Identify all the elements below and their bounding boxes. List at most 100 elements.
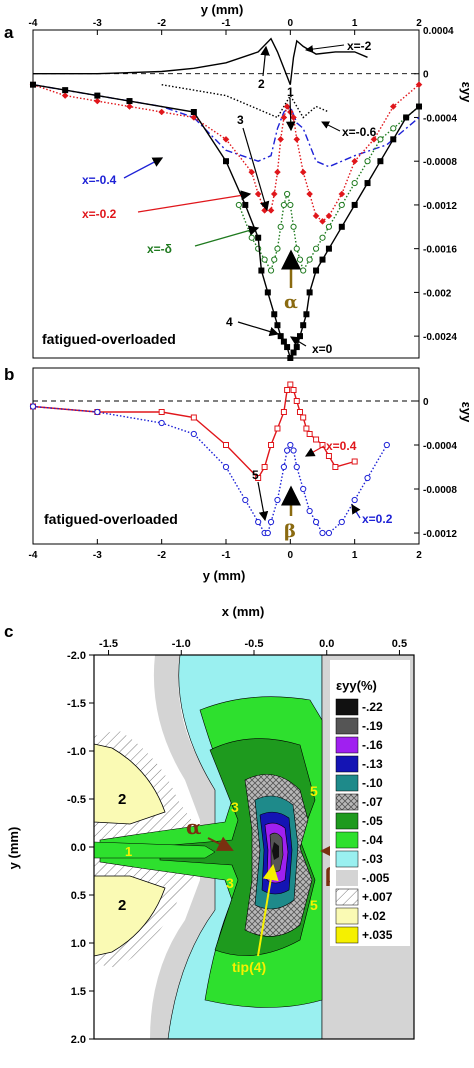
label-x-minus-0.2: x=-0.2: [82, 207, 117, 221]
panel-b-letter: b: [4, 365, 14, 384]
data-point: [248, 234, 255, 241]
data-point: [126, 98, 133, 105]
legend-swatch: [336, 870, 358, 886]
data-point: [293, 344, 300, 351]
data-point: [293, 463, 300, 471]
data-point: [222, 463, 230, 471]
legend-swatch: [335, 888, 359, 906]
data-point: [299, 168, 307, 176]
data-point: [280, 409, 287, 415]
data-point: [338, 201, 345, 209]
data-point: [306, 507, 313, 515]
pointer-arrow-1: [285, 97, 296, 132]
y-tick-label: -1.5: [67, 698, 86, 710]
series-line-1: [161, 84, 330, 119]
data-point: [61, 92, 69, 99]
label-x-minus-0.6: x=-0.6: [342, 125, 377, 139]
data-point: [267, 518, 275, 526]
panel-b-ylabel: εyy: [459, 402, 474, 423]
panel-a-letter: a: [4, 23, 14, 42]
pointer-label-5: 5: [252, 468, 259, 482]
data-point: [313, 267, 320, 274]
data-point: [403, 114, 410, 121]
data-point: [351, 496, 358, 504]
data-point: [313, 436, 320, 443]
pointer-label-3: 3: [237, 113, 244, 127]
y-tick-label: 0.0: [71, 842, 86, 854]
data-point: [274, 322, 281, 329]
x-tick-label: -3: [93, 550, 102, 561]
tip-label: tip(4): [232, 959, 266, 975]
data-point: [390, 136, 397, 143]
y-tick-label: -0.0024: [423, 332, 457, 343]
data-point: [312, 212, 320, 220]
data-point: [325, 453, 332, 459]
x-tick-label: 2: [416, 550, 422, 561]
y-tick-label: -0.0004: [423, 113, 457, 124]
data-point: [377, 136, 384, 143]
x-tick-label: -4: [29, 550, 38, 561]
legend-label: -.13: [362, 757, 383, 771]
contour-black-tip: [272, 842, 279, 860]
legend-swatch: [335, 831, 359, 849]
pointer-arrow-4: [237, 321, 280, 337]
y-tick-label: 0.5: [71, 890, 86, 902]
pointer-arrow-5: [257, 481, 269, 522]
panel-c-chart: x (mm) y (mm) -1.5 -1.0 -0.5 0.0 0.5 -2.0-1.: [6, 604, 415, 1046]
data-point: [190, 430, 197, 438]
data-point: [270, 190, 278, 198]
data-point: [284, 344, 291, 351]
x-tick-label: -0.5: [245, 638, 264, 650]
label-x-0: x=0: [312, 342, 333, 356]
data-point: [277, 223, 284, 230]
region-label-1: 1: [125, 844, 132, 859]
data-point: [306, 190, 313, 198]
data-point: [303, 425, 310, 432]
x-tick-label: 1: [352, 550, 358, 561]
data-point: [280, 114, 288, 121]
data-point: [303, 311, 310, 318]
y-tick-label: 0.0004: [423, 26, 454, 37]
label-x-0.2: x=0.2: [362, 512, 393, 526]
data-point: [319, 529, 326, 537]
data-point: [277, 135, 285, 143]
data-point: [274, 425, 281, 432]
legend-swatch: [335, 755, 359, 773]
data-point: [319, 234, 326, 241]
legend-swatch: [335, 717, 359, 735]
legend-swatch: [335, 793, 359, 811]
data-point: [30, 81, 36, 88]
series-line-3: [32, 84, 420, 223]
data-point: [306, 431, 313, 437]
region-label-5-lower: 5: [310, 897, 318, 913]
y-tick-label: -0.002: [423, 288, 452, 299]
data-point: [364, 180, 371, 187]
data-point: [351, 458, 358, 465]
data-point: [389, 103, 397, 110]
legend-swatch: [335, 926, 359, 944]
x-tick-label: 0: [288, 18, 294, 29]
data-point: [29, 403, 37, 410]
data-point: [287, 201, 294, 209]
legend-label: -.05: [362, 814, 383, 828]
data-point: [364, 474, 371, 482]
y-tick-label: -2.0: [67, 650, 86, 662]
panel-b-chart: y (mm) εyy -4 -3 -2 -1 0 1 2 0 -0.0004 -0.0008 -0…: [29, 367, 474, 583]
y-tick-label: -0.0016: [423, 245, 457, 256]
data-point: [190, 414, 197, 421]
data-point: [94, 408, 101, 416]
data-point: [377, 158, 384, 165]
legend-label: -.07: [362, 795, 383, 809]
data-point: [351, 179, 358, 187]
x-tick-label: -4: [29, 18, 38, 29]
panel-c-ylabel: y (mm): [6, 827, 21, 870]
data-point: [290, 349, 297, 356]
arrow-x-minus-0.6: [321, 121, 341, 132]
data-point: [268, 442, 275, 448]
data-point: [300, 322, 307, 329]
data-point: [223, 158, 229, 165]
data-point: [351, 201, 358, 208]
data-point: [338, 223, 345, 230]
panel-b-xlabel: y (mm): [203, 568, 246, 583]
y-tick-label: -0.0012: [423, 529, 457, 540]
